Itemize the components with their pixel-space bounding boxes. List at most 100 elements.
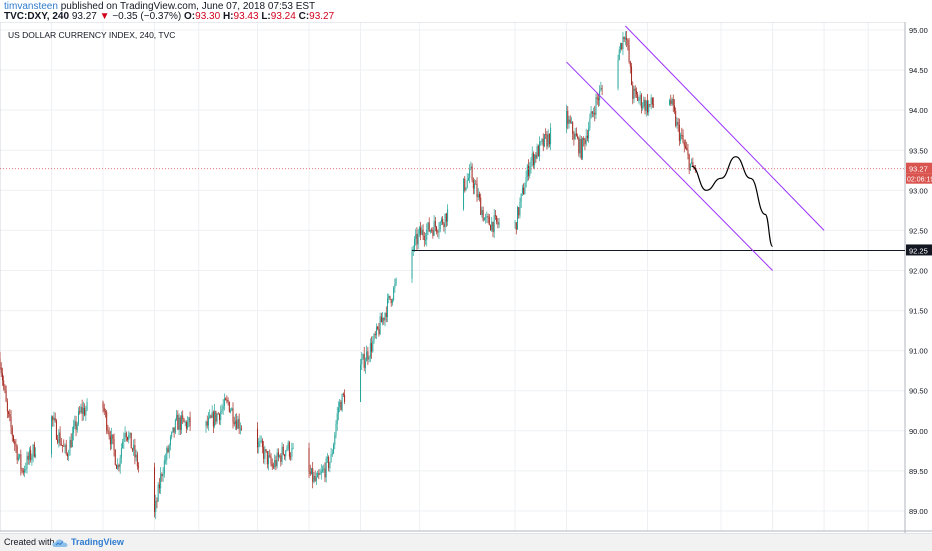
candle-body: [314, 475, 316, 481]
candle-body: [521, 187, 523, 194]
published-text: published on TradingView.com, June 07, 2…: [60, 1, 316, 12]
candle-body: [176, 414, 178, 420]
candle-body: [570, 122, 572, 123]
candle-body: [366, 351, 368, 362]
candle-body: [331, 453, 333, 455]
price-chart[interactable]: US DOLLAR CURRENCY INDEX, 240, TVC 89.00…: [0, 22, 932, 533]
candle-body: [15, 444, 17, 447]
candle-body: [11, 427, 13, 436]
candle-body: [19, 454, 21, 457]
current-price-tag: [906, 162, 932, 174]
candle-body: [335, 424, 337, 436]
candle-body: [3, 380, 5, 386]
candle-body: [620, 43, 622, 50]
candle-body: [428, 222, 430, 232]
candle-body: [677, 121, 679, 125]
candle-body: [548, 133, 550, 145]
chart-title: US DOLLAR CURRENCY INDEX, 240, TVC: [8, 30, 175, 40]
candle-body: [342, 394, 344, 395]
candle-body: [328, 457, 330, 469]
candle-body: [585, 135, 587, 145]
candle-body: [238, 418, 240, 429]
support-price-tag: [906, 244, 932, 256]
candle-body: [223, 398, 225, 407]
chart-header: timvansteen published on TradingView.com…: [0, 0, 932, 22]
candle-body: [10, 416, 12, 428]
candle-body: [375, 326, 377, 336]
candle-body: [180, 415, 182, 430]
candle-body: [626, 37, 628, 40]
candle-body: [233, 422, 235, 425]
candle-body: [81, 406, 83, 414]
last-price: 93.27: [71, 11, 97, 22]
candle-body: [543, 134, 545, 147]
open-value: 93.30: [195, 11, 221, 22]
candle-body: [483, 217, 485, 221]
candle-body: [433, 221, 435, 236]
candle-body: [478, 194, 480, 198]
candle-body: [622, 36, 624, 50]
candle-body: [285, 450, 287, 457]
candle-body: [173, 427, 175, 433]
candle-body: [207, 417, 209, 426]
y-tick-label: 90.50: [909, 387, 928, 396]
candle-body: [288, 442, 290, 457]
candle-body: [539, 141, 541, 157]
candle-body: [584, 139, 586, 145]
candle-body: [514, 222, 516, 224]
candle-body: [266, 451, 268, 465]
candle-body: [280, 455, 282, 462]
author-link[interactable]: timvansteen: [4, 1, 58, 12]
candle-body: [28, 450, 30, 460]
candle-body: [156, 500, 158, 502]
candle-body: [574, 133, 576, 140]
candle-body: [171, 432, 173, 438]
candle-body: [681, 134, 683, 136]
candle-body: [682, 134, 684, 143]
candle-body: [179, 417, 181, 430]
low-label: L:: [261, 11, 271, 22]
candle-body: [547, 133, 549, 147]
candle-body: [77, 411, 79, 424]
candle-body: [63, 446, 65, 447]
candle-body: [31, 456, 33, 461]
candle-body: [323, 468, 325, 470]
candle-body: [494, 215, 496, 217]
tradingview-brand[interactable]: TradingView: [52, 534, 124, 551]
candle-body: [627, 39, 629, 46]
price-change: −0.35 (−0.37%): [112, 11, 182, 22]
candle-body: [534, 154, 536, 166]
candle-body: [643, 100, 645, 107]
candle-body: [413, 238, 415, 250]
candle-body: [329, 462, 331, 469]
candle-body: [4, 385, 6, 391]
candle-body: [33, 444, 35, 457]
candle-body: [71, 433, 73, 448]
candle-body: [642, 106, 644, 108]
candle-body: [632, 84, 634, 99]
candle-body: [649, 104, 651, 105]
candle-body: [567, 110, 569, 124]
candle-body: [431, 229, 433, 231]
candle-body: [523, 187, 525, 195]
candle-body: [531, 153, 533, 161]
candle-body: [122, 441, 124, 449]
candle-body: [276, 452, 278, 467]
candle-body: [528, 165, 530, 176]
candle-body: [290, 456, 292, 458]
candle-body: [476, 184, 478, 198]
candle-body: [373, 334, 375, 342]
candle-body: [640, 94, 642, 108]
candle-body: [629, 61, 631, 67]
candle-body: [488, 216, 490, 226]
candle-body: [368, 357, 370, 360]
created-with-text: Created with: [4, 537, 55, 547]
candle-body: [292, 447, 294, 449]
y-tick-label: 89.50: [909, 467, 928, 476]
candle-body: [270, 456, 272, 464]
candle-body: [115, 465, 117, 469]
candle-body: [27, 455, 29, 460]
candle-body: [128, 435, 130, 440]
candle-body: [498, 222, 500, 225]
candle-body: [333, 444, 335, 454]
